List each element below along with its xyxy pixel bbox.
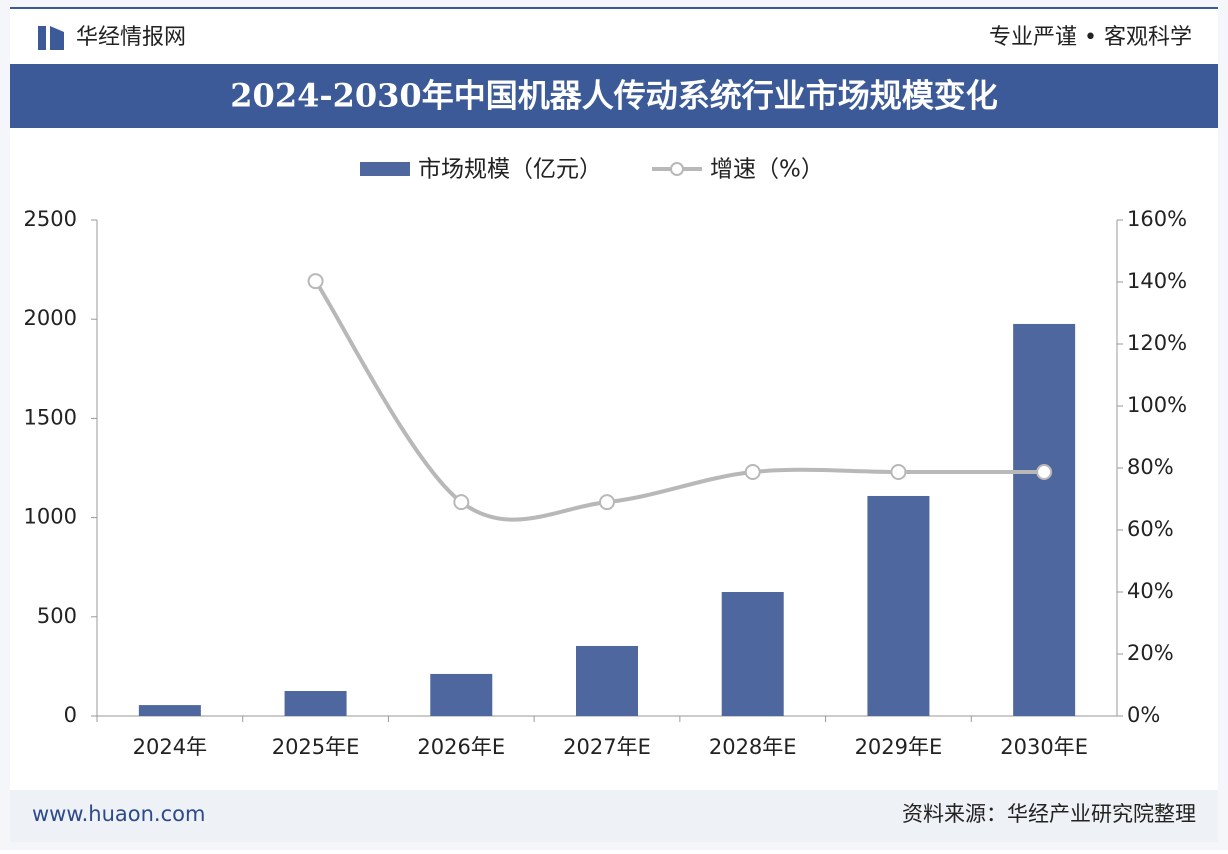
line-marker bbox=[453, 494, 470, 511]
slogan: 专业严谨 • 客观科学 bbox=[989, 25, 1192, 50]
legend-label: 市场规模（亿元） bbox=[418, 157, 602, 183]
line bbox=[313, 279, 1045, 522]
y2-tick-label: 40% bbox=[1127, 579, 1174, 603]
y2-tick-label: 120% bbox=[1127, 331, 1187, 355]
bar bbox=[138, 705, 201, 716]
brand: 华经情报网 bbox=[76, 25, 186, 50]
legend-swatch bbox=[670, 162, 684, 176]
legend-label: 增速（%） bbox=[710, 157, 824, 183]
line-marker bbox=[307, 273, 324, 290]
line-marker bbox=[1036, 464, 1053, 481]
line-marker bbox=[599, 494, 615, 511]
x-tick-label: 2029年E bbox=[855, 735, 943, 759]
y-tick-label: 2000 bbox=[24, 306, 77, 330]
title-banner bbox=[10, 64, 1218, 128]
chart-title: 2024-2030年中国机器人传动系统行业市场规模变化 bbox=[230, 77, 997, 115]
y2-tick-label: 20% bbox=[1127, 641, 1174, 665]
x-tick-label: 2026年E bbox=[417, 735, 505, 759]
y2-tick-label: 140% bbox=[1127, 269, 1187, 293]
bar bbox=[430, 673, 493, 716]
y2-tick-label: 160% bbox=[1127, 207, 1187, 231]
legend-swatch bbox=[360, 162, 410, 176]
y-tick-label: 1000 bbox=[24, 505, 77, 529]
x-tick-label: 2025年E bbox=[272, 735, 360, 759]
y2-tick-label: 100% bbox=[1127, 393, 1187, 417]
logo bbox=[38, 26, 64, 50]
y-tick-label: 1500 bbox=[24, 405, 77, 429]
bar bbox=[576, 645, 638, 716]
footer-band bbox=[10, 790, 1218, 842]
y2-tick-label: 0% bbox=[1127, 703, 1160, 727]
y2-tick-label: 60% bbox=[1127, 517, 1174, 541]
bar bbox=[1013, 323, 1076, 716]
y2-tick-label: 80% bbox=[1127, 455, 1174, 479]
bar bbox=[721, 592, 784, 716]
bar bbox=[867, 495, 930, 716]
y-tick-label: 500 bbox=[37, 604, 77, 628]
y-tick-label: 2500 bbox=[24, 207, 77, 231]
x-tick-label: 2030年E bbox=[1000, 735, 1088, 759]
bar bbox=[284, 691, 347, 716]
x-tick-label: 2028年E bbox=[709, 735, 797, 759]
y-tick-label: 0 bbox=[64, 703, 77, 727]
website: www.huaon.com bbox=[32, 802, 205, 826]
x-tick-label: 2027年E bbox=[563, 735, 651, 759]
line-marker bbox=[744, 464, 761, 481]
line-marker bbox=[890, 464, 907, 481]
x-tick-label: 2024年 bbox=[133, 735, 207, 759]
source: 资料来源：华经产业研究院整理 bbox=[902, 802, 1196, 826]
